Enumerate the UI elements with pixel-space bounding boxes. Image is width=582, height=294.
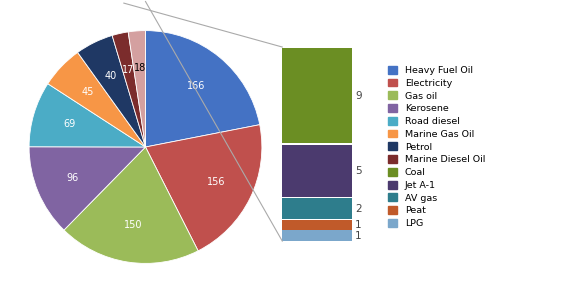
Text: 9: 9 (355, 91, 362, 101)
Wedge shape (128, 31, 146, 147)
Text: 69: 69 (63, 119, 76, 129)
Text: 1: 1 (355, 220, 362, 230)
Text: 40: 40 (105, 71, 117, 81)
Text: 2: 2 (355, 204, 362, 214)
Text: 5: 5 (355, 166, 362, 176)
Text: 96: 96 (66, 173, 79, 183)
Text: 45: 45 (82, 87, 94, 97)
Bar (282, 230, 352, 241)
Legend: Heavy Fuel Oil, Electricity, Gas oil, Kerosene, Road diesel, Marine Gas Oil, Pet: Heavy Fuel Oil, Electricity, Gas oil, Ke… (386, 64, 487, 230)
Wedge shape (64, 147, 198, 263)
Text: 18: 18 (133, 63, 146, 73)
Text: 17: 17 (122, 65, 134, 75)
Text: 1: 1 (355, 231, 362, 241)
Bar (282, 48, 352, 143)
Bar (282, 145, 352, 198)
Wedge shape (146, 125, 262, 251)
Wedge shape (29, 147, 146, 230)
Text: 166: 166 (187, 81, 205, 91)
Wedge shape (77, 36, 146, 147)
Wedge shape (48, 52, 146, 147)
Bar (282, 220, 352, 230)
Wedge shape (112, 32, 146, 147)
Text: 156: 156 (207, 177, 226, 187)
Bar (282, 198, 352, 219)
Text: 150: 150 (124, 220, 143, 230)
Wedge shape (146, 31, 260, 147)
Wedge shape (29, 84, 146, 147)
